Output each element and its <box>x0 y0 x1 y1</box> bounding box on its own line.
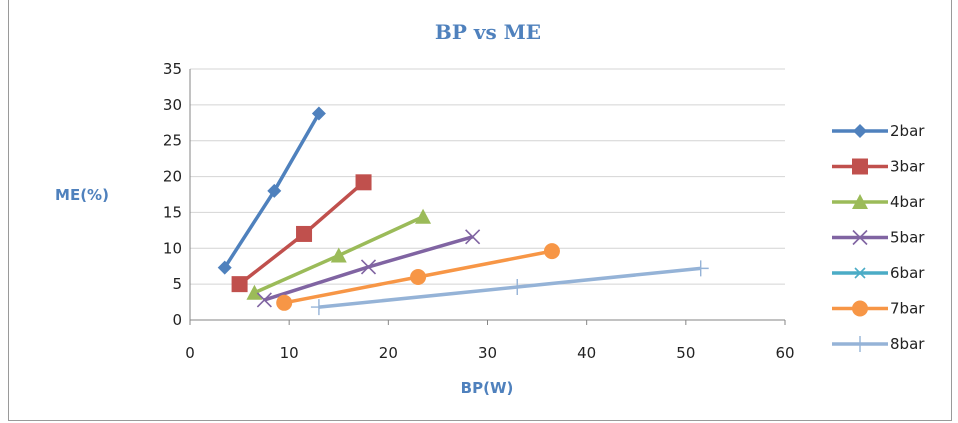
legend-label: 2bar <box>890 122 925 140</box>
y-tick-label: 10 <box>163 239 182 257</box>
data-point-5bar <box>465 229 481 245</box>
x-tick-label: 20 <box>379 344 398 362</box>
data-point-5bar <box>256 292 272 308</box>
y-tick-label: 0 <box>172 311 182 329</box>
data-point-4bar <box>415 208 432 224</box>
data-point-2bar <box>267 183 282 198</box>
legend-label: 3bar <box>890 158 925 176</box>
legend-item-7bar: 7bar <box>832 300 925 318</box>
legend-item-6bar: 6bar <box>832 264 925 282</box>
legend-label: 4bar <box>890 193 925 211</box>
legend-swatch-marker <box>852 300 868 317</box>
data-point-3bar <box>296 225 313 242</box>
series-line-5bar <box>263 235 474 302</box>
x-tick-label: 60 <box>775 344 794 362</box>
legend-swatch-marker <box>852 194 868 209</box>
data-point-4bar <box>246 284 263 300</box>
series-line-8bar <box>318 266 701 309</box>
y-tick-label: 35 <box>163 60 182 78</box>
y-tick-label: 15 <box>163 203 182 221</box>
x-tick-label: 0 <box>185 344 195 362</box>
data-point-3bar <box>355 174 372 191</box>
legend-item-5bar: 5bar <box>832 229 925 247</box>
x-tick-label: 40 <box>577 344 596 362</box>
legend-swatch-marker <box>852 336 868 352</box>
legend-item-2bar: 2bar <box>832 122 925 140</box>
chart-title: BP vs ME <box>435 20 541 44</box>
grid <box>189 68 786 325</box>
legend-item-3bar: 3bar <box>832 158 925 176</box>
legend-label: 8bar <box>890 335 925 353</box>
data-point-8bar <box>310 299 327 316</box>
series-3bar <box>231 174 372 293</box>
series-8bar <box>310 260 709 316</box>
data-point-2bar <box>311 106 326 121</box>
data-point-7bar <box>276 294 293 311</box>
chart-frame <box>8 0 952 421</box>
x-axis-label: BP(W) <box>461 379 514 397</box>
legend-item-8bar: 8bar <box>832 335 925 353</box>
legend-item-4bar: 4bar <box>832 193 925 211</box>
data-point-7bar <box>543 243 560 260</box>
data-point-8bar <box>692 260 709 277</box>
series-4bar <box>246 208 432 300</box>
x-tick-label: 50 <box>676 344 695 362</box>
series-7bar <box>276 243 560 311</box>
y-tick-label: 30 <box>163 96 182 114</box>
legend-label: 6bar <box>890 264 925 282</box>
x-tick-label: 10 <box>280 344 299 362</box>
y-axis-label: ME(%) <box>55 186 109 204</box>
data-point-7bar <box>410 268 427 285</box>
legend-swatch-marker <box>853 267 867 279</box>
legend-label: 5bar <box>890 229 925 247</box>
legend-swatch-marker <box>852 229 868 246</box>
legend: 2bar 3bar 4bar 5bar 6bar 7bar 8bar <box>832 122 925 353</box>
y-tick-label: 25 <box>163 132 182 150</box>
data-point-3bar <box>231 276 248 293</box>
x-tick-label: 30 <box>478 344 497 362</box>
series-2bar <box>217 106 326 275</box>
series-group <box>217 106 709 316</box>
tick-labels: 0 5 10 15 20 25 30 35 0 10 20 30 40 50 60 <box>163 60 795 362</box>
legend-swatch-marker <box>852 158 868 175</box>
data-point-5bar <box>360 259 377 275</box>
series-5bar <box>256 229 481 308</box>
legend-label: 7bar <box>890 300 925 318</box>
legend-swatch-marker <box>853 124 867 138</box>
y-tick-label: 20 <box>163 168 182 186</box>
data-point-4bar <box>330 247 347 263</box>
y-tick-label: 5 <box>172 275 182 293</box>
data-point-8bar <box>509 279 526 296</box>
data-point-2bar <box>217 260 232 275</box>
